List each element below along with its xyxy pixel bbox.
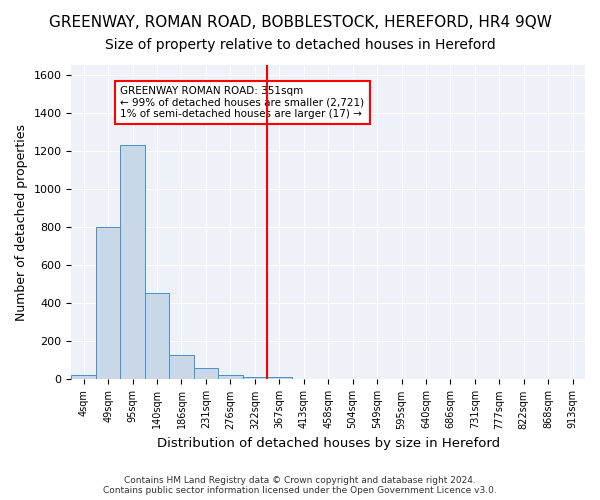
Bar xyxy=(121,145,145,380)
Bar xyxy=(267,376,292,380)
Text: GREENWAY, ROMAN ROAD, BOBBLESTOCK, HEREFORD, HR4 9QW: GREENWAY, ROMAN ROAD, BOBBLESTOCK, HEREF… xyxy=(49,15,551,30)
Y-axis label: Number of detached properties: Number of detached properties xyxy=(15,124,28,320)
Text: GREENWAY ROMAN ROAD: 351sqm
← 99% of detached houses are smaller (2,721)
1% of s: GREENWAY ROMAN ROAD: 351sqm ← 99% of det… xyxy=(121,86,364,119)
Text: Contains HM Land Registry data © Crown copyright and database right 2024.
Contai: Contains HM Land Registry data © Crown c… xyxy=(103,476,497,495)
Bar xyxy=(145,292,169,380)
X-axis label: Distribution of detached houses by size in Hereford: Distribution of detached houses by size … xyxy=(157,437,500,450)
Bar xyxy=(96,227,121,380)
Bar xyxy=(218,374,242,380)
Bar xyxy=(71,374,96,380)
Bar xyxy=(169,354,194,380)
Bar xyxy=(242,376,267,380)
Text: Size of property relative to detached houses in Hereford: Size of property relative to detached ho… xyxy=(104,38,496,52)
Bar xyxy=(194,368,218,380)
